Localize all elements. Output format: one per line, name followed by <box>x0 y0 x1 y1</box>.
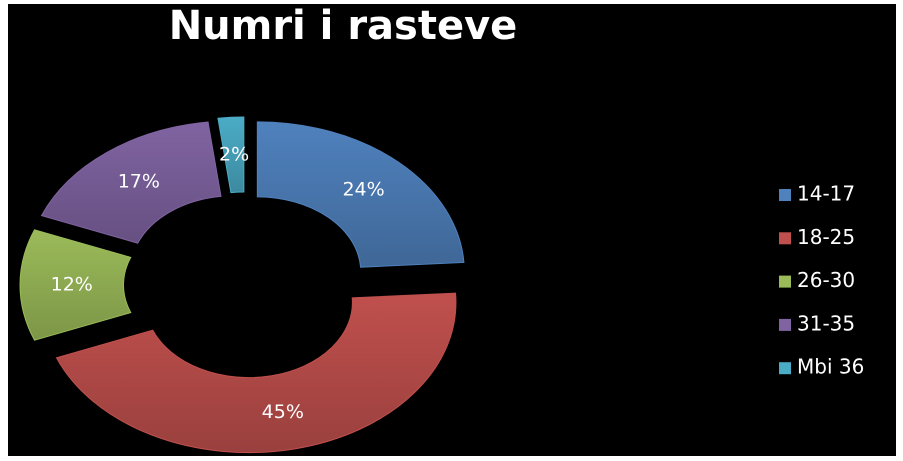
data-label: 24% <box>342 178 384 200</box>
data-label: 17% <box>118 170 160 192</box>
legend-label: 14-17 <box>797 182 855 206</box>
legend-swatch <box>779 275 791 288</box>
donut-segment <box>256 121 465 268</box>
data-label: 12% <box>51 274 93 296</box>
donut-segment <box>40 121 222 244</box>
legend-label: 18-25 <box>797 225 855 249</box>
legend-label: Mbi 36 <box>797 355 864 379</box>
donut-segment <box>217 116 245 194</box>
legend-swatch <box>779 232 791 245</box>
legend-swatch <box>779 318 791 331</box>
legend-swatch <box>779 362 791 375</box>
data-label: 45% <box>262 401 304 423</box>
legend-label: 31-35 <box>797 311 855 335</box>
legend-label: 26-30 <box>797 268 855 292</box>
donut-segment <box>55 292 457 454</box>
legend-swatch <box>779 189 791 201</box>
chart-title: Numri i rasteve <box>169 3 518 49</box>
donut-segment <box>19 229 132 341</box>
data-label: 2% <box>219 143 249 165</box>
